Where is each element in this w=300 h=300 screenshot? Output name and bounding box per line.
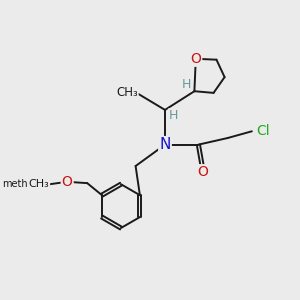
Text: N: N [159,137,171,152]
Text: O: O [190,52,201,66]
Text: Cl: Cl [256,124,269,138]
Text: CH₃: CH₃ [28,179,49,190]
Text: CH₃: CH₃ [116,86,138,99]
Text: O: O [62,175,73,189]
Text: methoxy: methoxy [2,179,45,190]
Text: H: H [182,78,191,91]
Text: H: H [169,109,178,122]
Text: O: O [197,165,208,179]
